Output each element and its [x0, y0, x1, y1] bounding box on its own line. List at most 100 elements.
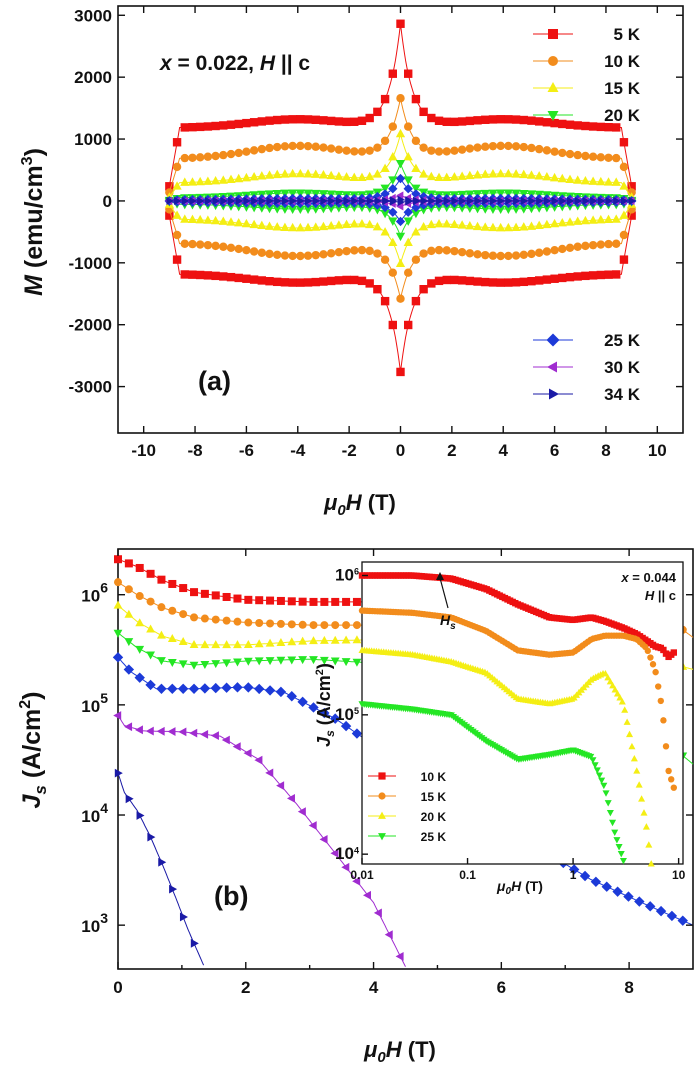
- legend-marker: [548, 56, 558, 66]
- data-point: [542, 118, 552, 127]
- data-point: [635, 781, 643, 788]
- data-point: [341, 219, 352, 228]
- inset-legend-item-20K: 20 K: [368, 810, 446, 824]
- data-point: [264, 170, 275, 179]
- data-point: [114, 555, 122, 564]
- series-5K-loop: [165, 19, 636, 377]
- data-point: [318, 221, 329, 231]
- data-point: [511, 278, 521, 287]
- data-point: [296, 251, 305, 261]
- data-point: [189, 728, 198, 738]
- data-point: [596, 240, 606, 249]
- x-tick-label: -10: [131, 441, 156, 460]
- data-point: [255, 619, 264, 628]
- y-tick-label-exponent: 6: [100, 580, 108, 596]
- y-title-j: J: [314, 736, 334, 747]
- data-point: [221, 735, 230, 745]
- data-point: [234, 218, 244, 227]
- data-point: [145, 726, 154, 736]
- x-tick-label: 6: [550, 441, 559, 460]
- data-point: [188, 270, 197, 279]
- data-point: [172, 255, 182, 264]
- data-point: [357, 172, 367, 182]
- data-point: [265, 277, 274, 286]
- data-point: [233, 617, 242, 626]
- inset-y-tick-label-exponent: 4: [354, 845, 360, 855]
- data-point: [195, 122, 205, 132]
- legend-marker: [547, 82, 559, 92]
- inset-annotation-field-symbol: H: [645, 588, 655, 603]
- data-point: [536, 197, 544, 205]
- x-title-h: H: [386, 1037, 403, 1062]
- data-point: [670, 784, 678, 791]
- data-point: [602, 790, 610, 797]
- panel-a-axis-ticks: -10 -8 -6 -4 -2 0 2 4 6 8 10 -3000 -2000 -1000 0 1000 20…: [69, 6, 683, 460]
- data-point: [372, 200, 383, 210]
- data-point: [124, 722, 133, 732]
- data-point: [488, 169, 498, 178]
- data-point: [604, 270, 613, 279]
- data-point: [352, 621, 361, 630]
- data-point: [496, 115, 505, 124]
- data-point: [519, 115, 528, 125]
- data-point: [319, 635, 329, 644]
- annotation-x-symbol: x: [159, 52, 173, 75]
- data-point: [604, 239, 613, 249]
- data-point: [442, 203, 452, 213]
- data-point: [465, 144, 475, 153]
- data-point: [442, 117, 451, 126]
- data-point: [233, 658, 242, 667]
- data-point: [373, 143, 382, 152]
- data-point: [167, 683, 178, 694]
- data-point: [342, 621, 351, 630]
- x-title-sub: 0: [377, 1049, 386, 1066]
- data-point: [180, 270, 189, 279]
- data-point: [243, 682, 254, 693]
- data-point: [557, 218, 567, 227]
- data-point: [334, 117, 344, 126]
- data-point: [340, 720, 352, 732]
- data-point: [288, 168, 298, 178]
- data-point: [388, 122, 397, 131]
- data-point: [235, 197, 244, 205]
- data-point: [357, 245, 367, 255]
- data-point: [418, 169, 429, 178]
- data-point: [309, 597, 318, 606]
- y-title-close: ): [314, 663, 334, 669]
- data-point: [388, 184, 398, 194]
- data-point: [581, 271, 590, 281]
- legend-marker: [378, 792, 386, 800]
- data-point: [266, 197, 274, 205]
- data-point: [211, 241, 220, 251]
- y-tick-label: 104: [81, 800, 108, 826]
- data-point: [286, 691, 297, 702]
- data-point: [630, 754, 638, 762]
- panel-b-frame: [117, 548, 694, 970]
- data-point: [596, 153, 606, 162]
- data-point: [677, 915, 688, 926]
- data-point: [588, 215, 598, 224]
- data-point: [404, 69, 413, 78]
- data-point: [396, 367, 405, 377]
- data-point: [527, 277, 536, 286]
- data-point: [627, 182, 636, 191]
- y-tick-label: -2000: [69, 316, 112, 335]
- legend-label: 30 K: [604, 358, 641, 377]
- data-point: [195, 153, 205, 162]
- data-point: [357, 276, 367, 286]
- data-point: [565, 120, 575, 129]
- data-point: [550, 118, 559, 128]
- inset-y-tick-label-base: 10: [335, 566, 354, 585]
- data-point: [542, 219, 552, 229]
- data-point: [436, 197, 444, 206]
- inset-x-tick-label: 0.1: [459, 868, 476, 882]
- data-point: [623, 891, 634, 902]
- data-point: [621, 197, 629, 205]
- data-point: [220, 197, 228, 205]
- data-point: [265, 638, 275, 647]
- data-point: [114, 768, 123, 778]
- data-point: [373, 249, 382, 258]
- data-point: [549, 218, 560, 228]
- data-point: [244, 595, 253, 604]
- data-point: [660, 646, 667, 654]
